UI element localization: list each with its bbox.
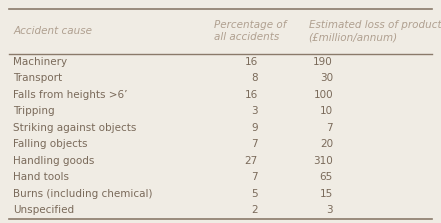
Text: 27: 27 xyxy=(245,156,258,166)
Text: Handling goods: Handling goods xyxy=(13,156,95,166)
Text: 16: 16 xyxy=(245,57,258,67)
Text: Estimated loss of production
(£million/annum): Estimated loss of production (£million/a… xyxy=(309,21,441,42)
Text: Tripping: Tripping xyxy=(13,106,55,116)
Text: 20: 20 xyxy=(320,139,333,149)
Text: 9: 9 xyxy=(251,123,258,133)
Text: Falling objects: Falling objects xyxy=(13,139,88,149)
Text: Falls from heights >6’: Falls from heights >6’ xyxy=(13,90,128,100)
Text: 190: 190 xyxy=(313,57,333,67)
Text: 310: 310 xyxy=(313,156,333,166)
Text: 15: 15 xyxy=(320,189,333,199)
Text: 10: 10 xyxy=(320,106,333,116)
Text: Transport: Transport xyxy=(13,73,62,83)
Text: 65: 65 xyxy=(320,172,333,182)
Text: 2: 2 xyxy=(251,205,258,215)
Text: 3: 3 xyxy=(251,106,258,116)
Text: 100: 100 xyxy=(313,90,333,100)
Text: 7: 7 xyxy=(251,172,258,182)
Text: 7: 7 xyxy=(251,139,258,149)
Text: 3: 3 xyxy=(326,205,333,215)
Text: Percentage of
all accidents: Percentage of all accidents xyxy=(214,21,286,42)
Text: 5: 5 xyxy=(251,189,258,199)
Text: 7: 7 xyxy=(326,123,333,133)
Text: Unspecified: Unspecified xyxy=(13,205,75,215)
Text: 16: 16 xyxy=(245,90,258,100)
Text: 30: 30 xyxy=(320,73,333,83)
Text: 8: 8 xyxy=(251,73,258,83)
Text: Burns (including chemical): Burns (including chemical) xyxy=(13,189,153,199)
Text: Hand tools: Hand tools xyxy=(13,172,69,182)
Text: Machinery: Machinery xyxy=(13,57,67,67)
Text: Striking against objects: Striking against objects xyxy=(13,123,137,133)
Text: Accident cause: Accident cause xyxy=(13,26,92,36)
